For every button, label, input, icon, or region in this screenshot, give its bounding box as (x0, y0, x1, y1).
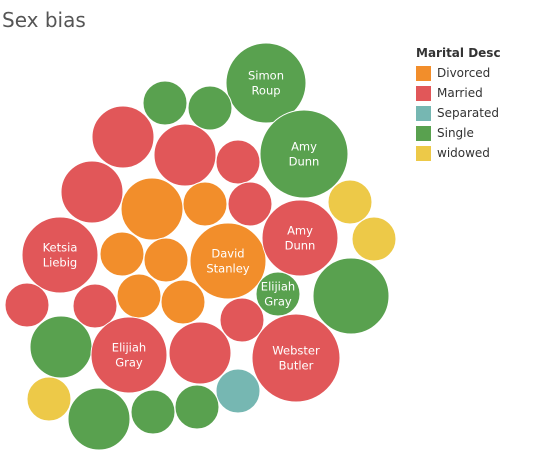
bubble-circle[interactable] (255, 271, 301, 317)
bubble-divorced[interactable] (120, 177, 184, 241)
bubble-label: Ketsia Liebig (43, 241, 78, 270)
bubble-label: Webster Butler (272, 344, 320, 373)
bubble-widowed[interactable] (327, 179, 373, 225)
bubble-widowed[interactable] (26, 376, 72, 422)
legend-item-divorced[interactable]: Divorced (416, 63, 501, 83)
bubble-circle[interactable] (67, 387, 131, 451)
bubble-single[interactable]: Simon Roup (225, 42, 307, 124)
bubble-circle[interactable] (182, 181, 228, 227)
bubble-married[interactable]: Webster Butler (251, 313, 341, 403)
bubble-circle[interactable] (120, 177, 184, 241)
legend-title: Marital Desc (416, 46, 501, 60)
bubble-circle[interactable] (4, 282, 50, 328)
bubble-circle[interactable] (187, 85, 233, 131)
legend: Marital Desc Divorced Married Separated Sin… (416, 46, 501, 163)
bubble-label: Elijiah Gray (112, 341, 146, 370)
legend-label: widowed (437, 146, 490, 160)
bubble-circle[interactable] (26, 376, 72, 422)
legend-label: Separated (437, 106, 499, 120)
bubble-single[interactable] (130, 389, 176, 435)
bubble-married[interactable]: Elijiah Gray (90, 316, 168, 394)
bubble-label: David Stanley (206, 247, 249, 276)
bubble-circle[interactable] (174, 384, 220, 430)
legend-label: Divorced (437, 66, 491, 80)
bubble-widowed[interactable] (351, 216, 397, 262)
bubble-circle[interactable] (215, 368, 261, 414)
bubble-divorced[interactable] (160, 279, 206, 325)
bubble-circle[interactable] (259, 109, 349, 199)
bubble-circle[interactable] (215, 139, 261, 185)
legend-swatch (416, 145, 431, 161)
legend-label: Married (437, 86, 483, 100)
bubble-married[interactable] (227, 181, 273, 227)
bubble-married[interactable] (72, 283, 118, 329)
legend-swatch (416, 125, 431, 141)
bubble-married[interactable] (215, 139, 261, 185)
bubble-single[interactable]: Elijiah Gray (255, 271, 301, 317)
legend-swatch (416, 85, 431, 101)
bubble-circle[interactable] (153, 123, 217, 187)
bubble-circle[interactable] (225, 42, 307, 124)
chart-title: Sex bias (2, 8, 86, 32)
bubble-label: Amy Dunn (289, 140, 320, 169)
bubble-married[interactable]: Ketsia Liebig (21, 216, 99, 294)
legend-swatch (416, 105, 431, 121)
bubble-divorced[interactable] (182, 181, 228, 227)
bubble-circle[interactable] (90, 316, 168, 394)
legend-item-separated[interactable]: Separated (416, 103, 501, 123)
legend-swatch (416, 65, 431, 81)
bubble-circle[interactable] (91, 105, 155, 169)
bubble-circle[interactable] (143, 237, 189, 283)
bubble-single[interactable]: Amy Dunn (259, 109, 349, 199)
bubble-divorced[interactable] (143, 237, 189, 283)
bubble-married[interactable] (4, 282, 50, 328)
bubble-single[interactable] (187, 85, 233, 131)
bubble-circle[interactable] (21, 216, 99, 294)
bubble-single[interactable] (174, 384, 220, 430)
bubble-circle[interactable] (189, 222, 267, 300)
bubble-single[interactable] (142, 80, 188, 126)
bubble-separated[interactable] (215, 368, 261, 414)
bubble-label: Simon Roup (248, 69, 284, 98)
bubble-circle[interactable] (116, 273, 162, 319)
bubble-divorced[interactable]: David Stanley (189, 222, 267, 300)
bubble-circle[interactable] (160, 279, 206, 325)
bubble-circle[interactable] (29, 315, 93, 379)
bubble-married[interactable] (219, 297, 265, 343)
bubble-label: Amy Dunn (285, 224, 316, 253)
bubble-married[interactable] (153, 123, 217, 187)
legend-item-married[interactable]: Married (416, 83, 501, 103)
bubble-circle[interactable] (60, 160, 124, 224)
bubble-circle[interactable] (219, 297, 265, 343)
bubble-married[interactable]: Amy Dunn (261, 199, 339, 277)
bubble-single[interactable] (312, 257, 390, 335)
bubble-chart: Simon Roup Amy Dunn Ketsia Liebig David Stanley… (4, 42, 397, 451)
bubble-married[interactable] (91, 105, 155, 169)
bubble-circle[interactable] (227, 181, 273, 227)
bubble-divorced[interactable] (99, 231, 145, 277)
bubble-circle[interactable] (312, 257, 390, 335)
bubble-circle[interactable] (168, 321, 232, 385)
bubble-married[interactable] (60, 160, 124, 224)
bubble-single[interactable] (29, 315, 93, 379)
bubble-circle[interactable] (142, 80, 188, 126)
legend-item-single[interactable]: Single (416, 123, 501, 143)
legend-items: Divorced Married Separated Single widowed (416, 63, 501, 163)
legend-label: Single (437, 126, 474, 140)
bubble-married[interactable] (168, 321, 232, 385)
bubble-circle[interactable] (130, 389, 176, 435)
bubble-circle[interactable] (327, 179, 373, 225)
legend-item-widowed[interactable]: widowed (416, 143, 501, 163)
bubble-circle[interactable] (261, 199, 339, 277)
bubble-circle[interactable] (351, 216, 397, 262)
bubble-single[interactable] (67, 387, 131, 451)
bubble-circle[interactable] (72, 283, 118, 329)
bubble-circle[interactable] (251, 313, 341, 403)
bubble-circle[interactable] (99, 231, 145, 277)
bubble-divorced[interactable] (116, 273, 162, 319)
bubble-label: Elijiah Gray (261, 280, 295, 309)
